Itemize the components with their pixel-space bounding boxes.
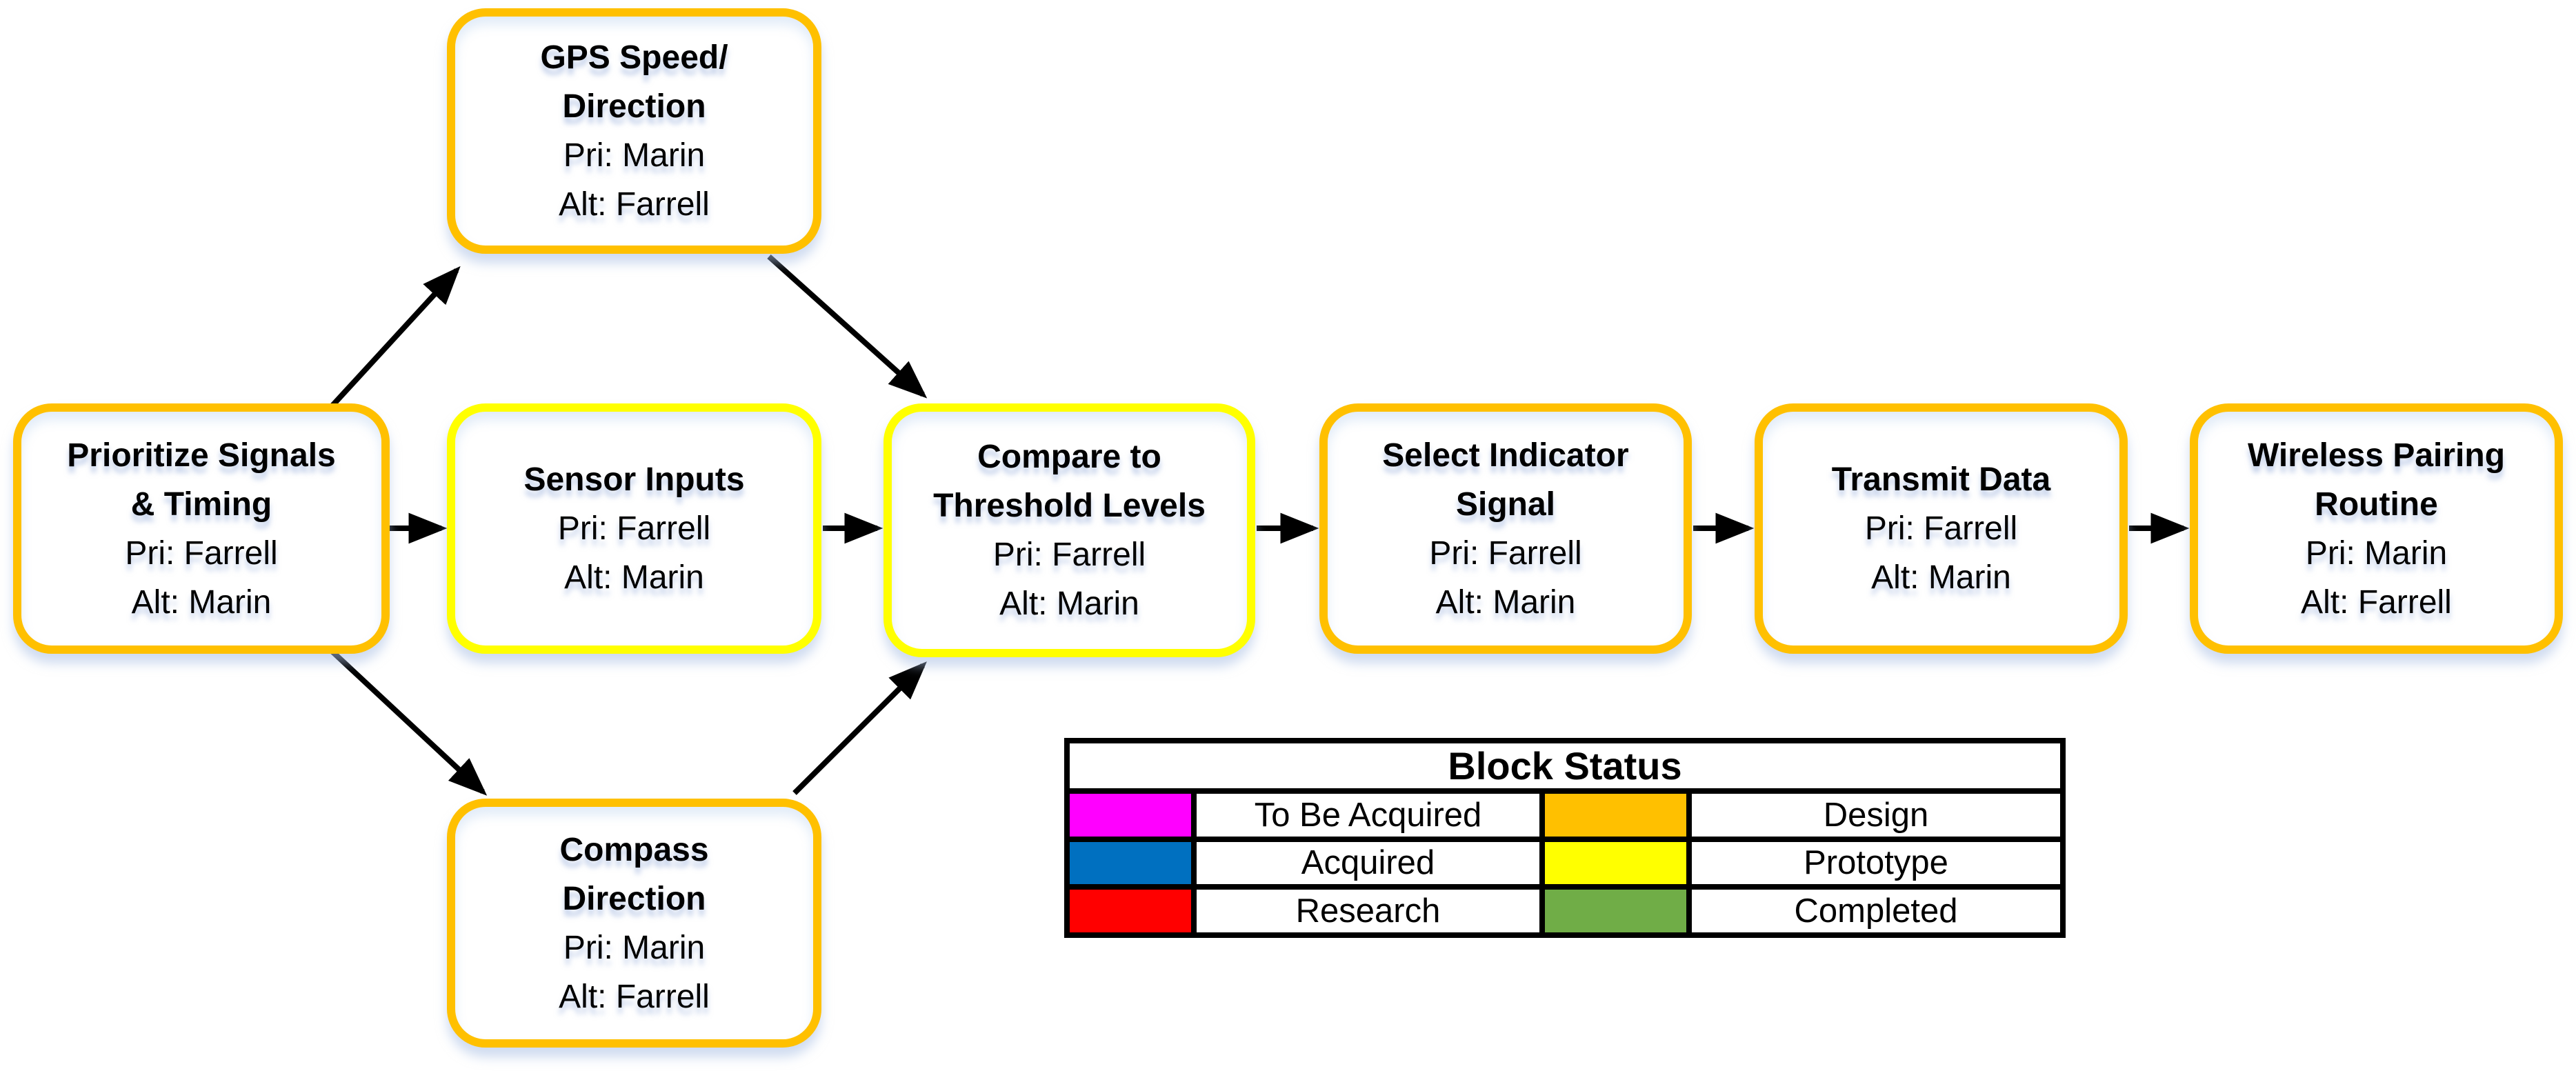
block-pri: Pri: Farrell [1864,510,2018,547]
block-alt: Alt: Marin [131,583,272,621]
block-title: Compare to Threshold Levels [933,439,1206,524]
block-title: Select Indicator Signal [1382,437,1629,523]
legend-label-completed: Completed [1692,890,2060,932]
arrow-prioritize-to-gps [330,266,461,408]
block-title: Sensor Inputs [523,461,745,498]
block-compass-direction[interactable]: Compass Direction Pri: Marin Alt: Farrel… [447,799,821,1048]
block-pri: Pri: Farrell [557,510,711,547]
block-sensor-inputs[interactable]: Sensor Inputs Pri: Farrell Alt: Marin [447,403,821,654]
block-alt: Alt: Marin [1435,583,1576,621]
block-wireless-pairing-routine[interactable]: Wireless Pairing Routine Pri: Marin Alt:… [2190,403,2563,654]
block-title: Compass Direction [559,831,709,917]
legend-swatch-research [1070,890,1191,932]
block-alt: Alt: Marin [1871,559,2011,596]
block-pri: Pri: Marin [563,929,706,966]
legend-label-design: Design [1692,794,2060,837]
block-alt: Alt: Marin [999,585,1139,622]
block-alt: Alt: Farrell [559,186,710,223]
block-alt: Alt: Farrell [2301,583,2452,621]
block-pri: Pri: Farrell [125,534,278,572]
legend-block-status: Block Status To Be Acquired Design Acqui… [1064,738,2066,938]
block-title: Prioritize Signals & Timing [67,437,336,523]
legend-swatch-to-be-acquired [1070,794,1191,837]
legend-swatch-acquired [1070,841,1191,885]
arrow-gps-to-compare [767,254,928,399]
block-alt: Alt: Farrell [559,978,710,1015]
legend-title: Block Status [1070,743,2060,788]
legend-label-to-be-acquired: To Be Acquired [1197,794,1539,837]
arrow-compass-to-compare [792,661,927,795]
block-pri: Pri: Farrell [992,537,1146,573]
block-title: GPS Speed/ Direction [540,39,728,125]
block-compare-threshold-levels[interactable]: Compare to Threshold Levels Pri: Farrell… [883,403,1255,657]
legend-label-acquired: Acquired [1197,841,1539,885]
legend-label-prototype: Prototype [1692,841,2060,885]
arrow-prioritize-to-compass [330,650,488,796]
block-prioritize-signals-timing[interactable]: Prioritize Signals & Timing Pri: Farrell… [13,403,390,654]
block-transmit-data[interactable]: Transmit Data Pri: Farrell Alt: Marin [1755,403,2128,654]
legend-label-research: Research [1197,890,1539,932]
block-title: Wireless Pairing Routine [2247,437,2506,523]
block-gps-speed-direction[interactable]: GPS Speed/ Direction Pri: Marin Alt: Far… [447,8,821,254]
legend-swatch-design [1545,794,1686,837]
legend-swatch-prototype [1545,841,1686,885]
block-pri: Pri: Farrell [1429,534,1582,572]
legend-swatch-completed [1545,890,1686,932]
block-pri: Pri: Marin [563,137,706,174]
block-pri: Pri: Marin [2305,534,2448,572]
block-alt: Alt: Marin [564,559,704,596]
block-select-indicator-signal[interactable]: Select Indicator Signal Pri: Farrell Alt… [1319,403,1692,654]
block-title: Transmit Data [1831,461,2051,498]
